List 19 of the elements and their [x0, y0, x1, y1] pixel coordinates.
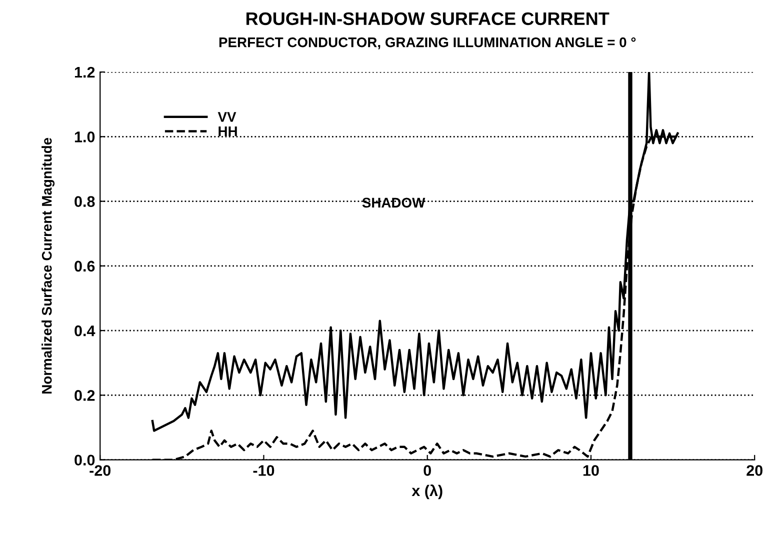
y-tick-label: 0.8: [74, 196, 95, 207]
x-tick-label: -20: [90, 465, 111, 476]
x-tick-label: -10: [253, 465, 274, 476]
y-tick-label: 1.0: [74, 132, 95, 142]
x-axis-title: x (λ): [412, 484, 442, 500]
x-tick-label: 20: [746, 465, 762, 476]
chart-subtitle: PERFECT CONDUCTOR, GRAZING ILLUMINATION ANGLE = 0 °: [219, 37, 636, 50]
legend-label: VV: [218, 112, 236, 122]
y-tick-label: 1.2: [74, 66, 95, 78]
x-tick-label: 10: [583, 465, 599, 476]
y-tick-label: 0.4: [74, 325, 96, 336]
y-tick-label: 0.2: [74, 390, 95, 401]
legend-label: HH: [218, 126, 237, 136]
y-axis-title: Normalized Surface Current Magnitude: [42, 138, 55, 394]
x-tick-label: 0: [424, 465, 431, 476]
y-tick-label: 0.0: [74, 454, 95, 466]
chart-title: ROUGH-IN-SHADOW SURFACE CURRENT: [246, 12, 610, 26]
y-tick-label: 0.6: [74, 260, 95, 272]
annotation: SHADOW: [362, 198, 426, 208]
